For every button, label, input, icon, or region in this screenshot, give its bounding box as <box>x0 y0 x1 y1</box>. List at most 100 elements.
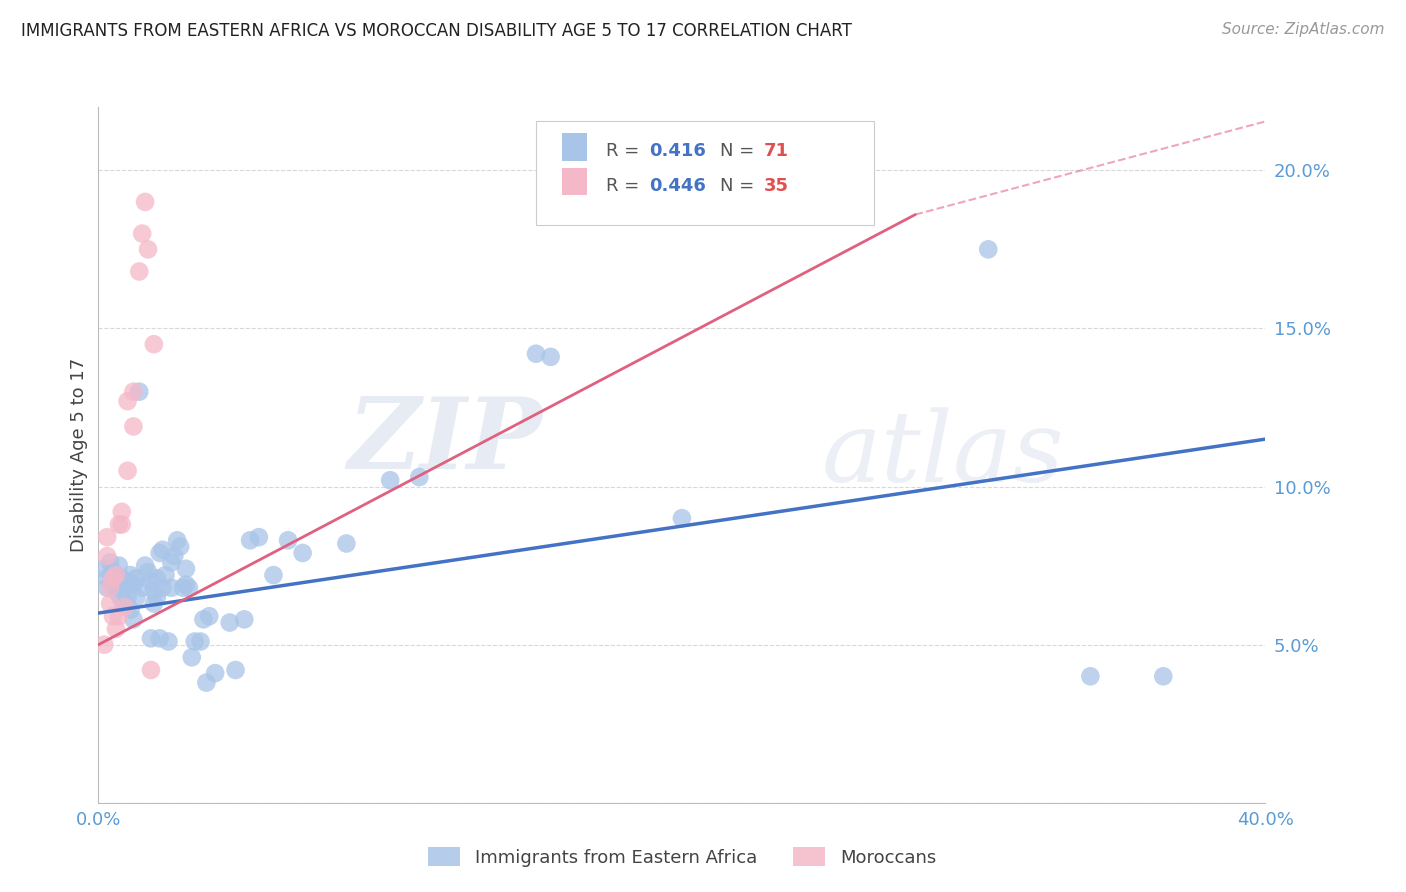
Point <box>169 540 191 554</box>
Point <box>117 394 139 409</box>
Point <box>166 533 188 548</box>
Point <box>174 577 197 591</box>
Point <box>98 597 121 611</box>
Point <box>139 663 162 677</box>
Point <box>152 581 174 595</box>
Point <box>378 473 402 487</box>
Point <box>136 243 159 257</box>
Point <box>117 574 139 589</box>
Point <box>96 581 118 595</box>
Point <box>111 593 134 607</box>
Point <box>1152 669 1174 683</box>
Point <box>96 571 118 585</box>
Point <box>195 675 218 690</box>
Point <box>114 599 136 614</box>
Point <box>114 581 136 595</box>
Point <box>104 568 127 582</box>
Point <box>108 558 131 573</box>
FancyBboxPatch shape <box>562 133 588 161</box>
Text: R =: R = <box>606 142 645 160</box>
Point <box>204 666 226 681</box>
Point <box>122 612 145 626</box>
Point <box>155 568 177 582</box>
Point <box>134 194 156 209</box>
Text: 0.416: 0.416 <box>650 142 706 160</box>
Point <box>177 581 200 595</box>
Point <box>101 609 124 624</box>
Point <box>122 577 145 591</box>
Text: 0.446: 0.446 <box>650 177 706 194</box>
Point <box>104 568 127 582</box>
Point <box>190 634 212 648</box>
Point <box>139 632 162 646</box>
FancyBboxPatch shape <box>536 121 875 226</box>
Point <box>225 663 247 677</box>
Text: 71: 71 <box>763 142 789 160</box>
Point <box>277 533 299 548</box>
Point <box>142 583 165 598</box>
Point <box>104 583 127 598</box>
Text: R =: R = <box>606 177 645 194</box>
Point <box>977 243 1000 257</box>
Point <box>128 384 150 399</box>
Point <box>101 571 124 585</box>
Point <box>174 562 197 576</box>
Legend: Immigrants from Eastern Africa, Moroccans: Immigrants from Eastern Africa, Moroccan… <box>420 840 943 874</box>
Point <box>218 615 240 630</box>
Point <box>96 530 118 544</box>
Point <box>120 568 142 582</box>
Point <box>128 264 150 278</box>
Point <box>142 597 165 611</box>
Point <box>540 350 562 364</box>
Point <box>125 571 148 585</box>
Point <box>149 632 172 646</box>
Point <box>152 542 174 557</box>
Point <box>131 581 153 595</box>
Point <box>108 609 131 624</box>
Point <box>111 517 134 532</box>
Point <box>101 577 124 591</box>
Point <box>101 565 124 579</box>
FancyBboxPatch shape <box>562 168 588 195</box>
Point <box>98 556 121 570</box>
Point <box>96 549 118 563</box>
Point <box>146 571 169 585</box>
Point <box>131 227 153 241</box>
Point <box>198 609 221 624</box>
Text: N =: N = <box>720 177 761 194</box>
Point <box>117 591 139 605</box>
Point <box>122 384 145 399</box>
Y-axis label: Disability Age 5 to 17: Disability Age 5 to 17 <box>70 358 89 552</box>
Point <box>1080 669 1102 683</box>
Point <box>93 562 115 576</box>
Point <box>172 581 194 595</box>
Point <box>111 505 134 519</box>
Point <box>239 533 262 548</box>
Point <box>120 603 142 617</box>
Text: IMMIGRANTS FROM EASTERN AFRICA VS MOROCCAN DISABILITY AGE 5 TO 17 CORRELATION CH: IMMIGRANTS FROM EASTERN AFRICA VS MOROCC… <box>21 22 852 40</box>
Point <box>291 546 314 560</box>
Point <box>136 565 159 579</box>
Point <box>247 530 270 544</box>
Point <box>180 650 202 665</box>
Point <box>193 612 215 626</box>
Text: atlas: atlas <box>823 408 1064 502</box>
Point <box>142 337 165 351</box>
Point <box>104 622 127 636</box>
Point <box>146 591 169 605</box>
Point <box>408 470 430 484</box>
Point <box>98 581 121 595</box>
Point <box>108 517 131 532</box>
Point <box>671 511 693 525</box>
Point <box>233 612 256 626</box>
Text: 35: 35 <box>763 177 789 194</box>
Text: Source: ZipAtlas.com: Source: ZipAtlas.com <box>1222 22 1385 37</box>
Point <box>160 581 183 595</box>
Text: ZIP: ZIP <box>347 392 541 489</box>
Point <box>163 549 186 563</box>
Point <box>524 347 547 361</box>
Point <box>117 464 139 478</box>
Point <box>134 558 156 573</box>
Point <box>114 597 136 611</box>
Point <box>157 634 180 648</box>
